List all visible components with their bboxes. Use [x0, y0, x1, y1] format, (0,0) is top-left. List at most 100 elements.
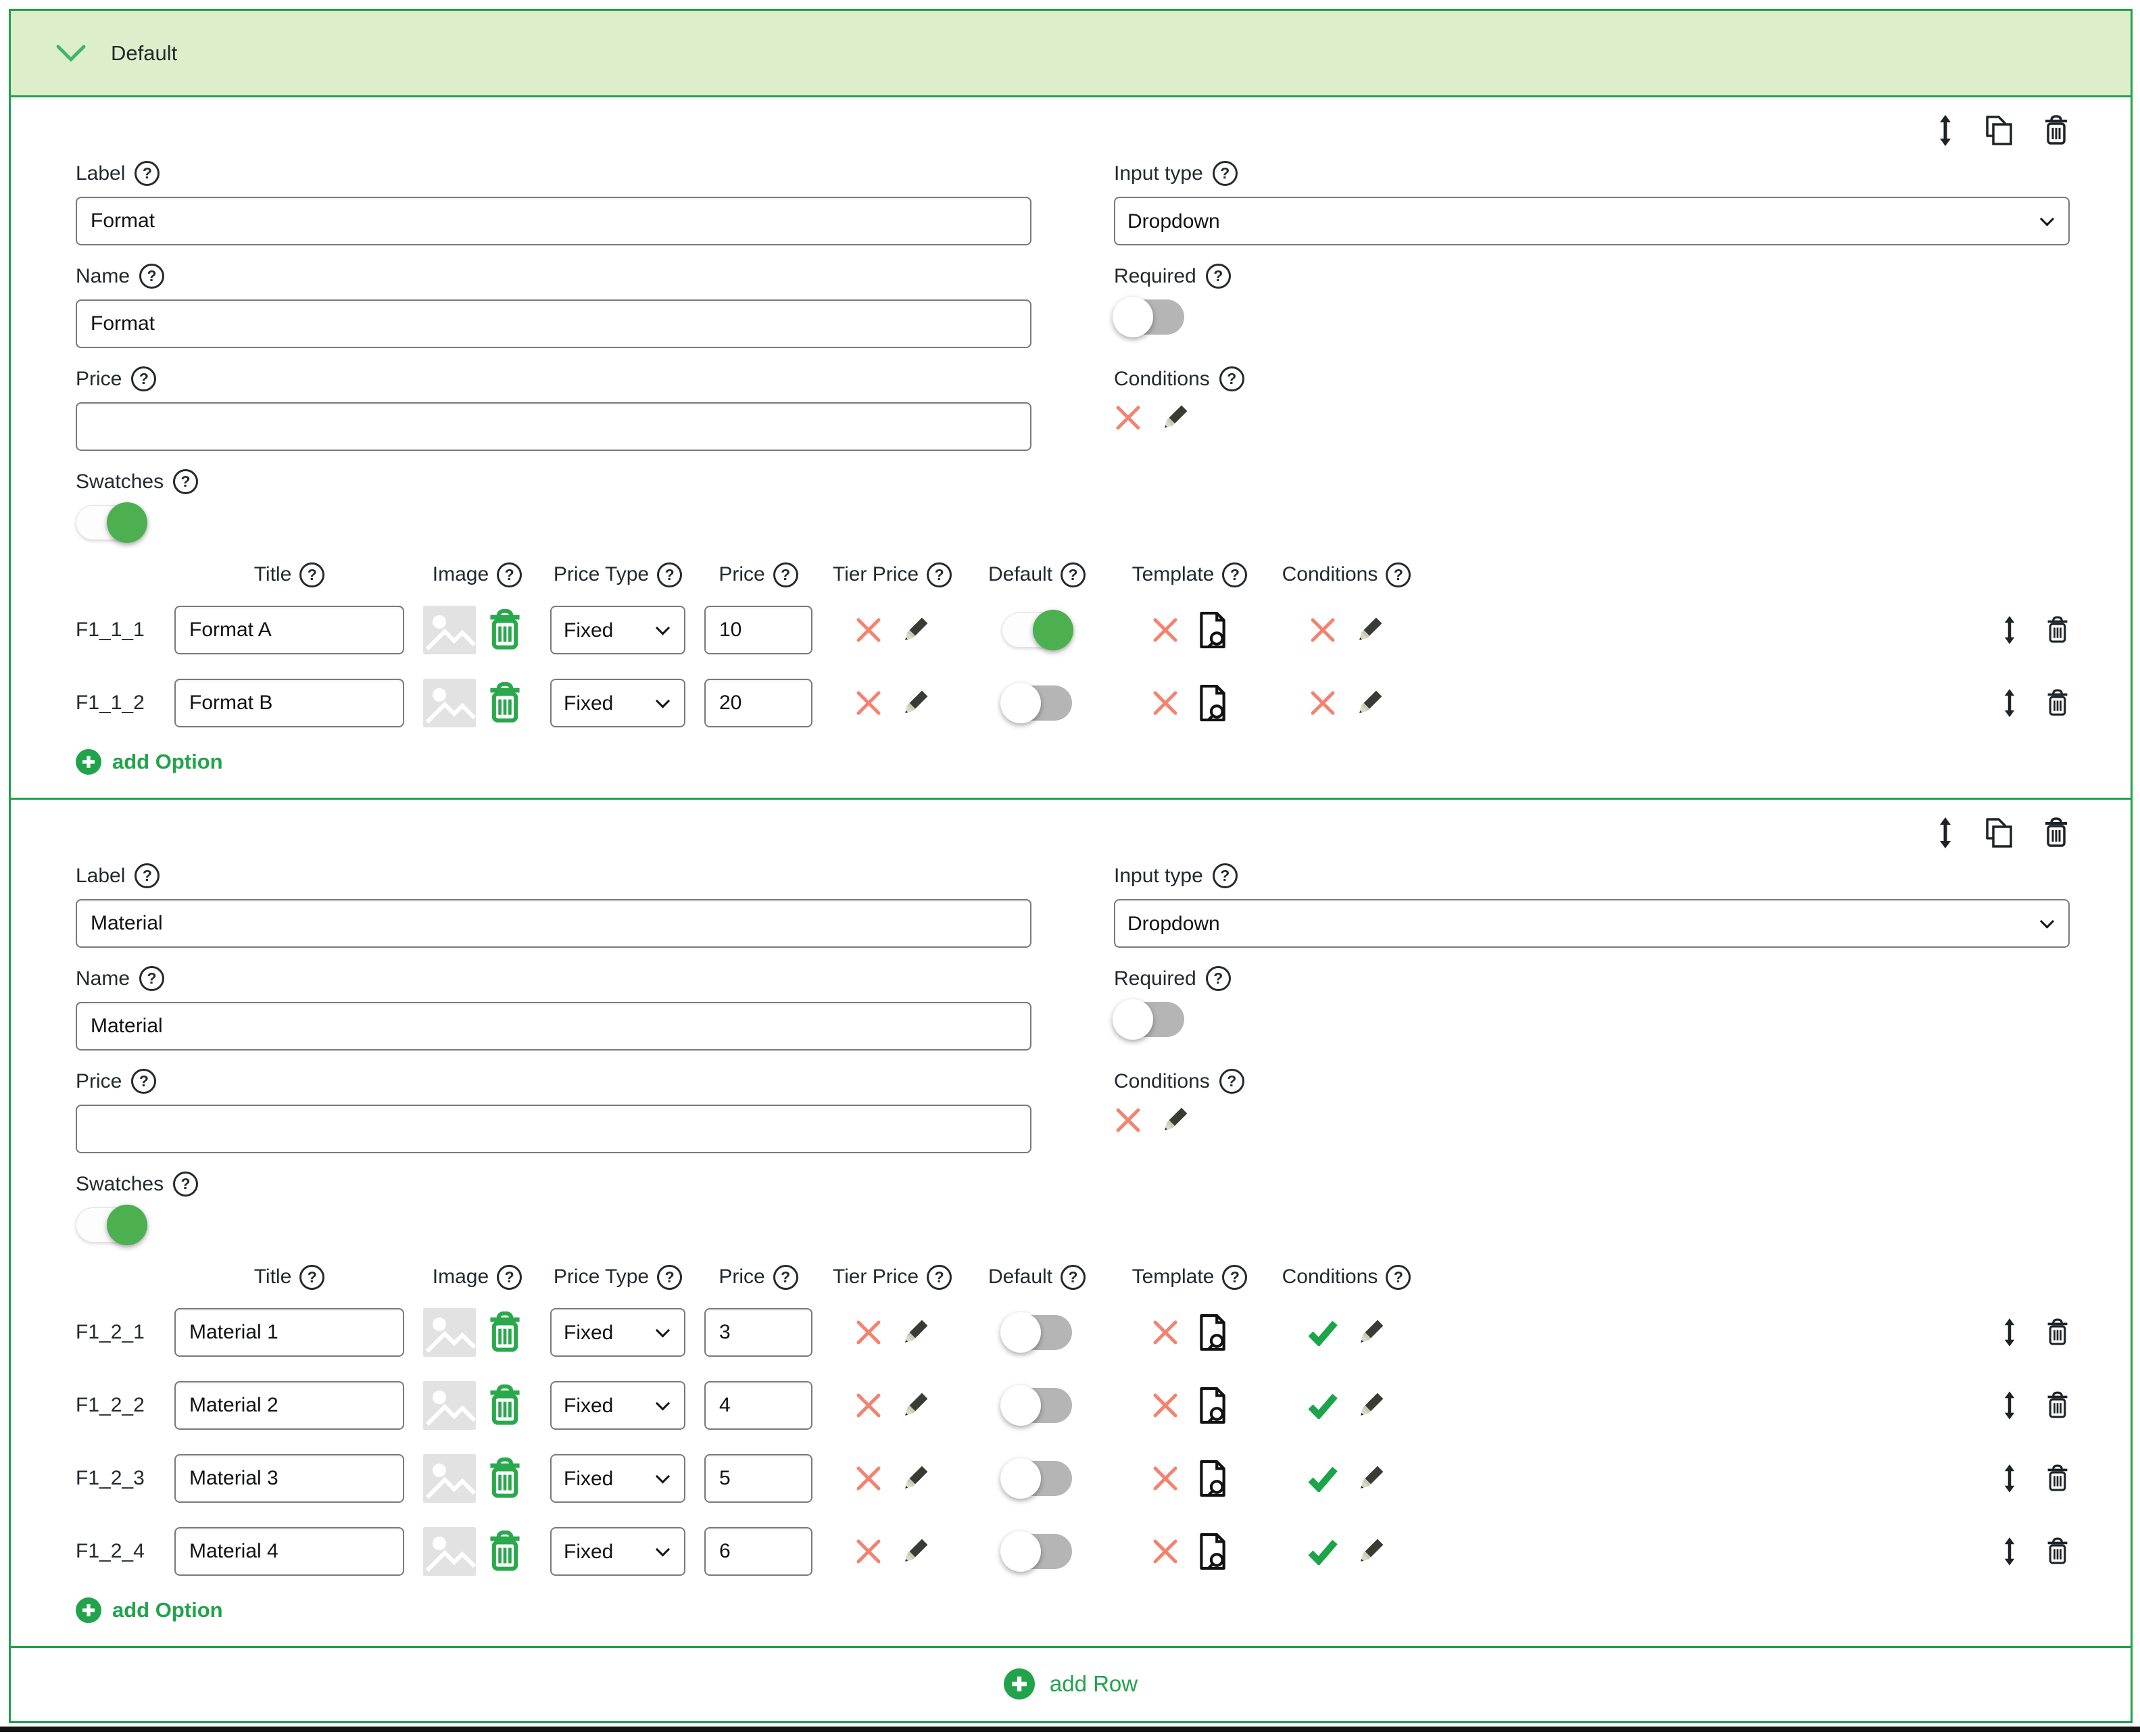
help-icon[interactable]: ? — [927, 1264, 952, 1290]
help-icon[interactable]: ? — [299, 562, 325, 587]
duplicate-element-button[interactable] — [1982, 817, 2013, 848]
option-default-toggle[interactable] — [1000, 1385, 1072, 1426]
label-input[interactable] — [76, 197, 1031, 245]
image-delete-button[interactable] — [487, 1311, 523, 1353]
tier-price-clear-button[interactable] — [854, 616, 883, 644]
help-icon[interactable]: ? — [497, 1264, 522, 1290]
help-icon[interactable]: ? — [173, 1172, 199, 1197]
help-icon[interactable]: ? — [135, 863, 160, 888]
tier-price-clear-button[interactable] — [854, 1464, 883, 1493]
add-row-button[interactable]: add Row — [11, 1648, 2131, 1721]
help-icon[interactable]: ? — [131, 366, 157, 391]
template-clear-button[interactable] — [1151, 1464, 1180, 1493]
price-input[interactable] — [76, 1105, 1031, 1153]
tier-price-clear-button[interactable] — [854, 1318, 883, 1347]
option-title-input[interactable] — [174, 1381, 404, 1430]
price-type-select[interactable]: Fixed — [550, 1381, 685, 1430]
add-option-button[interactable]: add Option — [76, 1597, 223, 1623]
help-icon[interactable]: ? — [1386, 562, 1411, 587]
option-title-input[interactable] — [174, 1308, 404, 1357]
help-icon[interactable]: ? — [1219, 1069, 1244, 1094]
option-price-input[interactable] — [704, 679, 812, 727]
option-price-input[interactable] — [704, 1381, 812, 1430]
group-header[interactable]: Default — [11, 11, 2131, 97]
template-clear-button[interactable] — [1151, 1318, 1180, 1347]
tier-price-edit-button[interactable] — [900, 1537, 930, 1566]
option-price-input[interactable] — [704, 606, 812, 654]
option-conditions-edit-button[interactable] — [1356, 1318, 1386, 1347]
move-element-button[interactable] — [1939, 817, 1952, 848]
price-type-select[interactable]: Fixed — [550, 1454, 685, 1503]
required-toggle[interactable] — [1113, 999, 1184, 1040]
conditions-clear-button[interactable] — [1114, 1106, 1142, 1134]
help-icon[interactable]: ? — [1222, 562, 1248, 587]
delete-option-button[interactable] — [2045, 1318, 2070, 1347]
price-type-select[interactable]: Fixed — [550, 679, 685, 727]
label-input[interactable] — [76, 899, 1031, 948]
image-placeholder[interactable] — [423, 1527, 476, 1576]
tier-price-clear-button[interactable] — [854, 1391, 883, 1420]
move-element-button[interactable] — [1939, 115, 1952, 146]
tier-price-edit-button[interactable] — [900, 1318, 930, 1347]
help-icon[interactable]: ? — [131, 1069, 157, 1094]
template-preview-button[interactable] — [1197, 612, 1228, 648]
image-delete-button[interactable] — [487, 609, 523, 651]
image-delete-button[interactable] — [487, 1530, 523, 1572]
conditions-clear-button[interactable] — [1114, 404, 1142, 432]
help-icon[interactable]: ? — [1386, 1264, 1411, 1290]
tier-price-clear-button[interactable] — [854, 1537, 883, 1566]
image-delete-button[interactable] — [487, 682, 523, 724]
option-conditions-status-button[interactable] — [1307, 1538, 1338, 1565]
template-preview-button[interactable] — [1197, 1533, 1228, 1570]
delete-element-button[interactable] — [2043, 817, 2070, 848]
name-input[interactable] — [76, 299, 1031, 348]
option-default-toggle[interactable] — [1000, 1312, 1072, 1353]
help-icon[interactable]: ? — [1061, 562, 1086, 587]
option-price-input[interactable] — [704, 1527, 812, 1576]
price-type-select[interactable]: Fixed — [550, 606, 685, 654]
help-icon[interactable]: ? — [927, 562, 952, 587]
help-icon[interactable]: ? — [1212, 863, 1238, 888]
swatches-toggle[interactable] — [76, 502, 147, 543]
image-delete-button[interactable] — [487, 1457, 523, 1499]
tier-price-edit-button[interactable] — [900, 615, 930, 645]
template-preview-button[interactable] — [1197, 685, 1228, 721]
duplicate-element-button[interactable] — [1982, 115, 2013, 146]
help-icon[interactable]: ? — [657, 1264, 683, 1290]
price-type-select[interactable]: Fixed — [550, 1308, 685, 1357]
delete-element-button[interactable] — [2043, 115, 2070, 146]
help-icon[interactable]: ? — [1219, 366, 1244, 391]
option-conditions-status-button[interactable] — [1307, 1319, 1338, 1346]
option-default-toggle[interactable] — [1000, 1531, 1072, 1572]
image-placeholder[interactable] — [423, 606, 476, 654]
image-placeholder[interactable] — [423, 1381, 476, 1430]
option-title-input[interactable] — [174, 606, 404, 654]
delete-option-button[interactable] — [2045, 689, 2070, 717]
help-icon[interactable]: ? — [773, 1264, 798, 1290]
help-icon[interactable]: ? — [173, 469, 199, 494]
option-conditions-status-button[interactable] — [1307, 1392, 1338, 1419]
help-icon[interactable]: ? — [139, 264, 165, 289]
option-conditions-edit-button[interactable] — [1355, 615, 1384, 645]
help-icon[interactable]: ? — [1222, 1264, 1248, 1290]
conditions-edit-button[interactable] — [1160, 403, 1190, 433]
option-conditions-edit-button[interactable] — [1356, 1464, 1386, 1493]
delete-option-button[interactable] — [2045, 1537, 2070, 1566]
template-clear-button[interactable] — [1151, 1391, 1180, 1420]
option-default-toggle[interactable] — [1000, 1458, 1072, 1499]
delete-option-button[interactable] — [2045, 1464, 2070, 1493]
help-icon[interactable]: ? — [657, 562, 683, 587]
image-placeholder[interactable] — [423, 1308, 476, 1357]
option-conditions-status-button[interactable] — [1309, 689, 1337, 717]
tier-price-edit-button[interactable] — [900, 1464, 930, 1493]
help-icon[interactable]: ? — [773, 562, 798, 587]
template-clear-button[interactable] — [1151, 616, 1180, 644]
move-option-button[interactable] — [2003, 689, 2016, 717]
option-default-toggle[interactable] — [1000, 683, 1072, 723]
option-conditions-edit-button[interactable] — [1355, 688, 1384, 718]
move-option-button[interactable] — [2003, 616, 2016, 644]
option-price-input[interactable] — [704, 1454, 812, 1503]
option-conditions-status-button[interactable] — [1307, 1465, 1338, 1492]
option-default-toggle[interactable] — [1002, 610, 1073, 650]
conditions-edit-button[interactable] — [1160, 1105, 1190, 1135]
